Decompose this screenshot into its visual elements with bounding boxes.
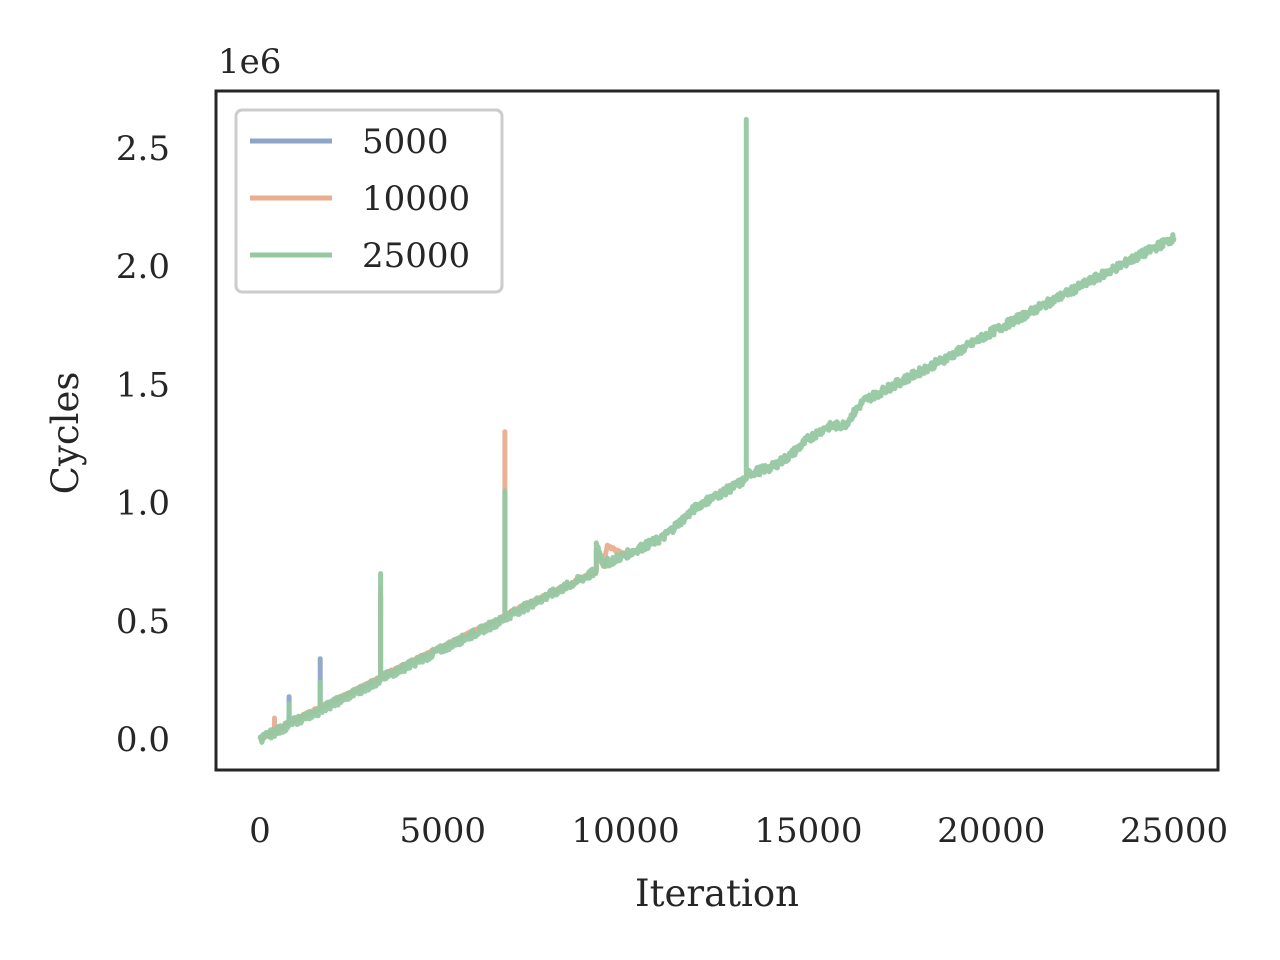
y-tick-label: 0.0: [116, 720, 170, 760]
y-tick-label: 2.5: [116, 129, 170, 169]
x-axis-label: Iteration: [635, 872, 799, 915]
x-tick-labels: 0 5000 10000 15000 20000 25000: [249, 811, 1228, 851]
y-offset-text: 1e6: [218, 42, 281, 82]
legend-box: [234, 108, 504, 294]
x-tick-label: 20000: [937, 811, 1045, 851]
x-tick-label: 5000: [399, 811, 486, 851]
x-tick-label: 15000: [754, 811, 862, 851]
y-tick-label: 0.5: [116, 602, 170, 642]
y-tick-label: 2.0: [116, 247, 170, 287]
y-axis-label: Cycles: [44, 372, 87, 495]
legend-label-10000: 10000: [362, 179, 470, 219]
plot-frame: [214, 89, 1220, 772]
series-layer: [257, 116, 1177, 745]
x-tick-label: 0: [249, 811, 271, 851]
legend-label-25000: 25000: [362, 236, 470, 276]
series-line-25000: [257, 116, 1177, 745]
x-tick-label: 10000: [571, 811, 679, 851]
legend: 5000 10000 25000: [234, 108, 504, 294]
y-tick-label: 1.5: [116, 365, 170, 405]
y-tick-labels: 0.0 0.5 1.0 1.5 2.0 2.5: [116, 129, 170, 760]
y-tick-label: 1.0: [116, 484, 170, 524]
x-tick-label: 25000: [1120, 811, 1228, 851]
legend-label-5000: 5000: [362, 122, 449, 162]
